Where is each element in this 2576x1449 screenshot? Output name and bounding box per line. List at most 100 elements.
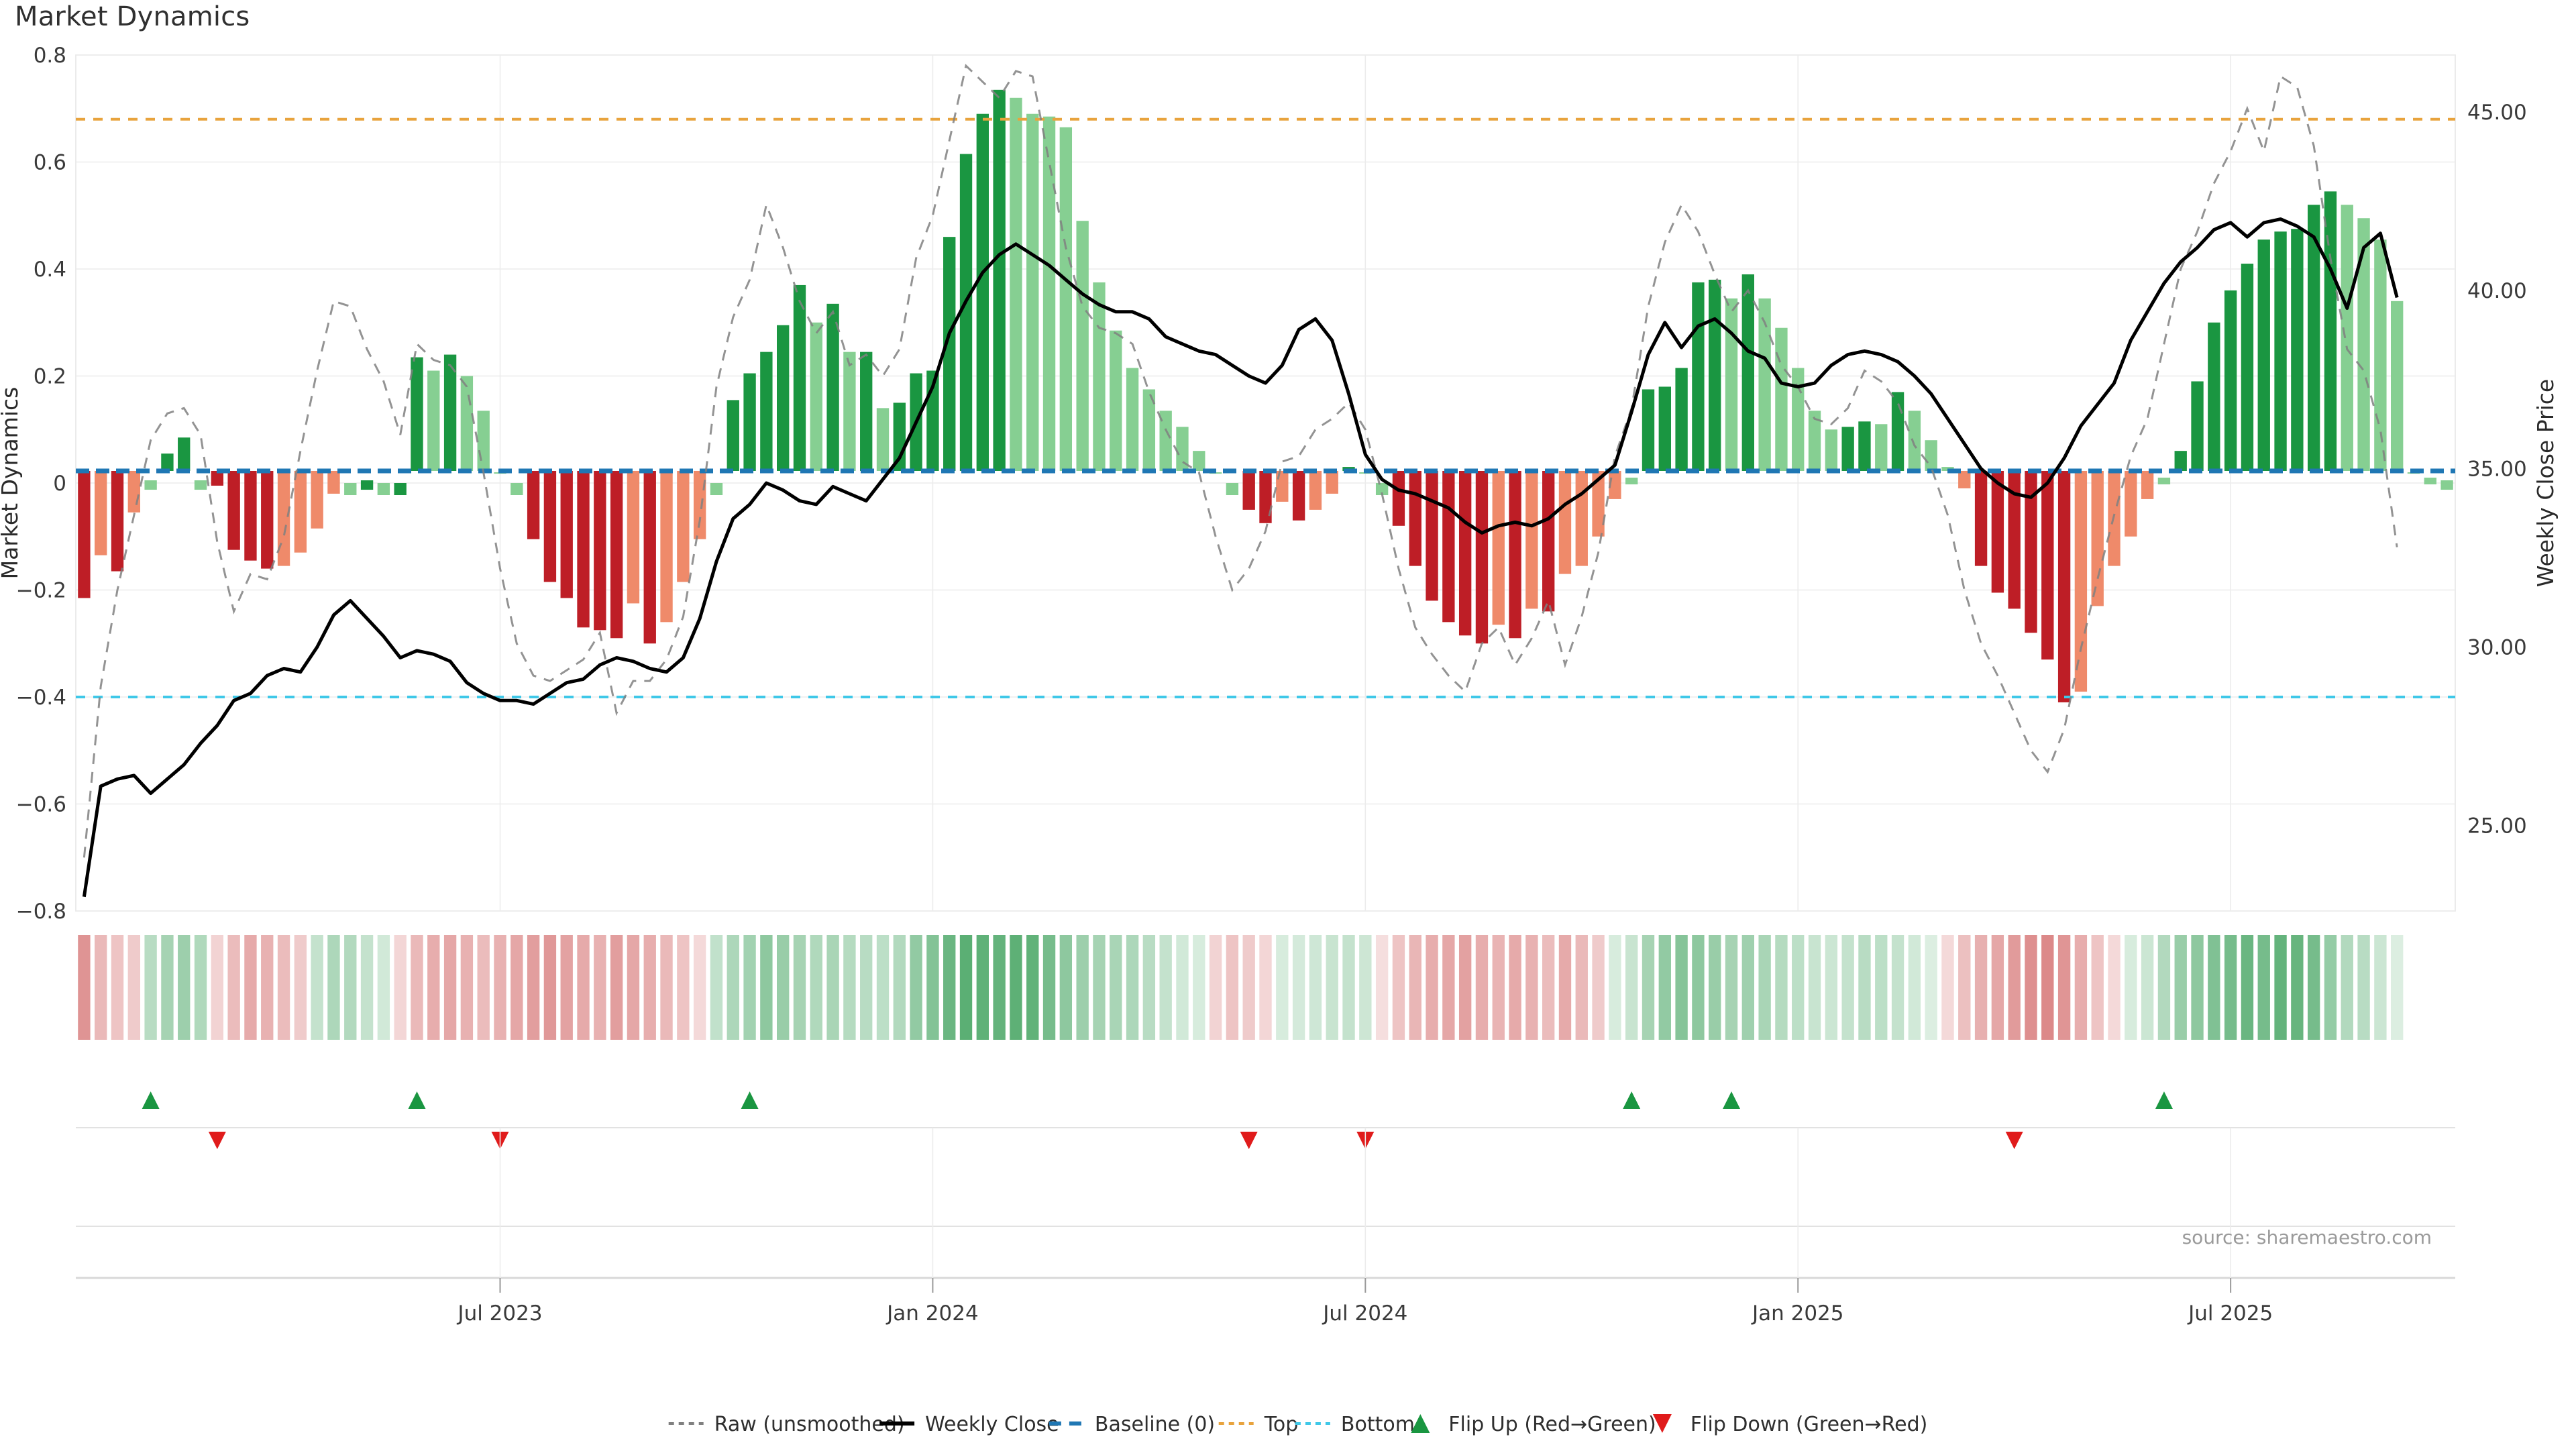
heatmap-cell bbox=[2307, 935, 2320, 1040]
heatmap-cell bbox=[2141, 935, 2154, 1040]
heatmap-cell bbox=[1292, 935, 1305, 1040]
heatmap-cell bbox=[2025, 935, 2037, 1040]
heatmap-cell bbox=[2391, 935, 2404, 1040]
dynamics-bar bbox=[2008, 471, 2021, 609]
heatmap-cell bbox=[95, 935, 107, 1040]
flip-up-marker bbox=[142, 1091, 160, 1109]
dynamics-bar bbox=[1592, 471, 1605, 537]
heatmap-cell bbox=[727, 935, 739, 1040]
heatmap-cell bbox=[1110, 935, 1122, 1040]
x-tick-label: Jan 2024 bbox=[885, 1301, 979, 1326]
dynamics-bar bbox=[727, 400, 739, 471]
x-tick-label: Jul 2023 bbox=[456, 1301, 542, 1326]
heatmap-cell bbox=[893, 935, 906, 1040]
heatmap-cell bbox=[1142, 935, 1156, 1040]
left-tick-label: 0 bbox=[53, 472, 66, 496]
dynamics-bar bbox=[2091, 471, 2104, 606]
heatmap-cell bbox=[1525, 935, 1538, 1040]
dynamics-bar bbox=[560, 471, 573, 598]
dynamics-bar bbox=[1110, 330, 1122, 471]
dynamics-bar bbox=[1326, 471, 1338, 494]
legend-item[interactable]: Flip Down (Green→Red) bbox=[1652, 1413, 1927, 1436]
heatmap-cell bbox=[1908, 935, 1921, 1040]
heatmap-cell bbox=[1675, 935, 1688, 1040]
legend-item[interactable]: Top bbox=[1218, 1413, 1299, 1436]
dynamics-bar bbox=[294, 471, 307, 553]
dynamics-bar bbox=[244, 471, 257, 561]
heatmap-cell bbox=[976, 935, 989, 1040]
left-tick-label: 0.6 bbox=[34, 151, 66, 175]
dynamics-bar bbox=[1825, 429, 1838, 471]
dynamics-bar bbox=[211, 471, 224, 486]
heatmap-cell bbox=[394, 935, 407, 1040]
heatmap-cell bbox=[1592, 935, 1605, 1040]
heatmap-cell bbox=[1042, 935, 1056, 1040]
flip-up-marker bbox=[1623, 1091, 1641, 1109]
heatmap-cell bbox=[1426, 935, 1438, 1040]
dynamics-bar bbox=[1492, 471, 1505, 625]
heatmap-cell bbox=[1076, 935, 1089, 1040]
dynamics-bar bbox=[1059, 127, 1073, 472]
heatmap-cell bbox=[244, 935, 257, 1040]
legend-item[interactable]: Bottom bbox=[1295, 1413, 1415, 1436]
regime-heatmap-strip bbox=[78, 935, 2404, 1040]
heatmap-cell bbox=[810, 935, 822, 1040]
dynamics-bar bbox=[511, 483, 523, 495]
heatmap-cell bbox=[144, 935, 157, 1040]
dynamics-bar bbox=[1176, 427, 1189, 471]
heatmap-cell bbox=[1442, 935, 1455, 1040]
heatmap-cell bbox=[2291, 935, 2304, 1040]
dynamics-bar bbox=[1409, 471, 1421, 566]
dynamics-bar bbox=[194, 480, 207, 490]
dynamics-bar bbox=[777, 325, 790, 471]
dynamics-bar bbox=[1159, 411, 1172, 471]
legend-item[interactable]: Flip Up (Red→Green) bbox=[1411, 1413, 1656, 1436]
dynamics-bar bbox=[1709, 279, 1721, 471]
heatmap-cell bbox=[1891, 935, 1904, 1040]
heatmap-cell bbox=[777, 935, 790, 1040]
dynamics-bar bbox=[1692, 282, 1705, 471]
heatmap-cell bbox=[2108, 935, 2121, 1040]
heatmap-cell bbox=[1642, 935, 1655, 1040]
dynamics-bar bbox=[95, 471, 107, 555]
heatmap-cell bbox=[1658, 935, 1671, 1040]
legend-item[interactable]: Weekly Close bbox=[879, 1413, 1059, 1436]
flip-up-marker bbox=[408, 1091, 426, 1109]
dynamics-bar bbox=[1858, 421, 1871, 471]
dynamics-bar bbox=[2174, 451, 2187, 471]
dynamics-bar bbox=[810, 322, 822, 471]
dynamics-bar bbox=[1725, 298, 1738, 471]
heatmap-cell bbox=[1226, 935, 1239, 1040]
dynamics-bar bbox=[2041, 471, 2054, 660]
dynamics-bar bbox=[344, 483, 357, 495]
dynamics-bar bbox=[1841, 427, 1854, 471]
dynamics-bar bbox=[2424, 478, 2436, 485]
dynamics-bar bbox=[1509, 471, 1521, 639]
dynamics-bars bbox=[78, 89, 2453, 702]
heatmap-cell bbox=[2125, 935, 2137, 1040]
x-tick-label: Jul 2025 bbox=[2187, 1301, 2273, 1326]
heatmap-cell bbox=[1758, 935, 1771, 1040]
dynamics-bar bbox=[594, 471, 606, 631]
heatmap-cell bbox=[1126, 935, 1139, 1040]
right-tick-label: 40.00 bbox=[2467, 279, 2527, 303]
heatmap-cell bbox=[1792, 935, 1805, 1040]
dynamics-bar bbox=[277, 471, 290, 566]
dynamics-bar bbox=[2157, 478, 2171, 485]
dynamics-bar bbox=[2257, 239, 2270, 471]
dynamics-bar bbox=[227, 471, 240, 550]
x-tick-label: Jul 2024 bbox=[1322, 1301, 1407, 1326]
legend-item[interactable]: Baseline (0) bbox=[1049, 1413, 1215, 1436]
heatmap-cell bbox=[1242, 935, 1255, 1040]
dynamics-bar bbox=[2341, 205, 2353, 471]
dynamics-bar bbox=[1259, 471, 1272, 523]
heatmap-cell bbox=[693, 935, 706, 1040]
heatmap-cell bbox=[1575, 935, 1588, 1040]
heatmap-cell bbox=[1026, 935, 1039, 1040]
dynamics-bar bbox=[959, 154, 973, 471]
heatmap-cell bbox=[660, 935, 673, 1040]
legend-item[interactable]: Raw (unsmoothed) bbox=[668, 1413, 905, 1436]
dynamics-bar bbox=[2324, 191, 2337, 471]
